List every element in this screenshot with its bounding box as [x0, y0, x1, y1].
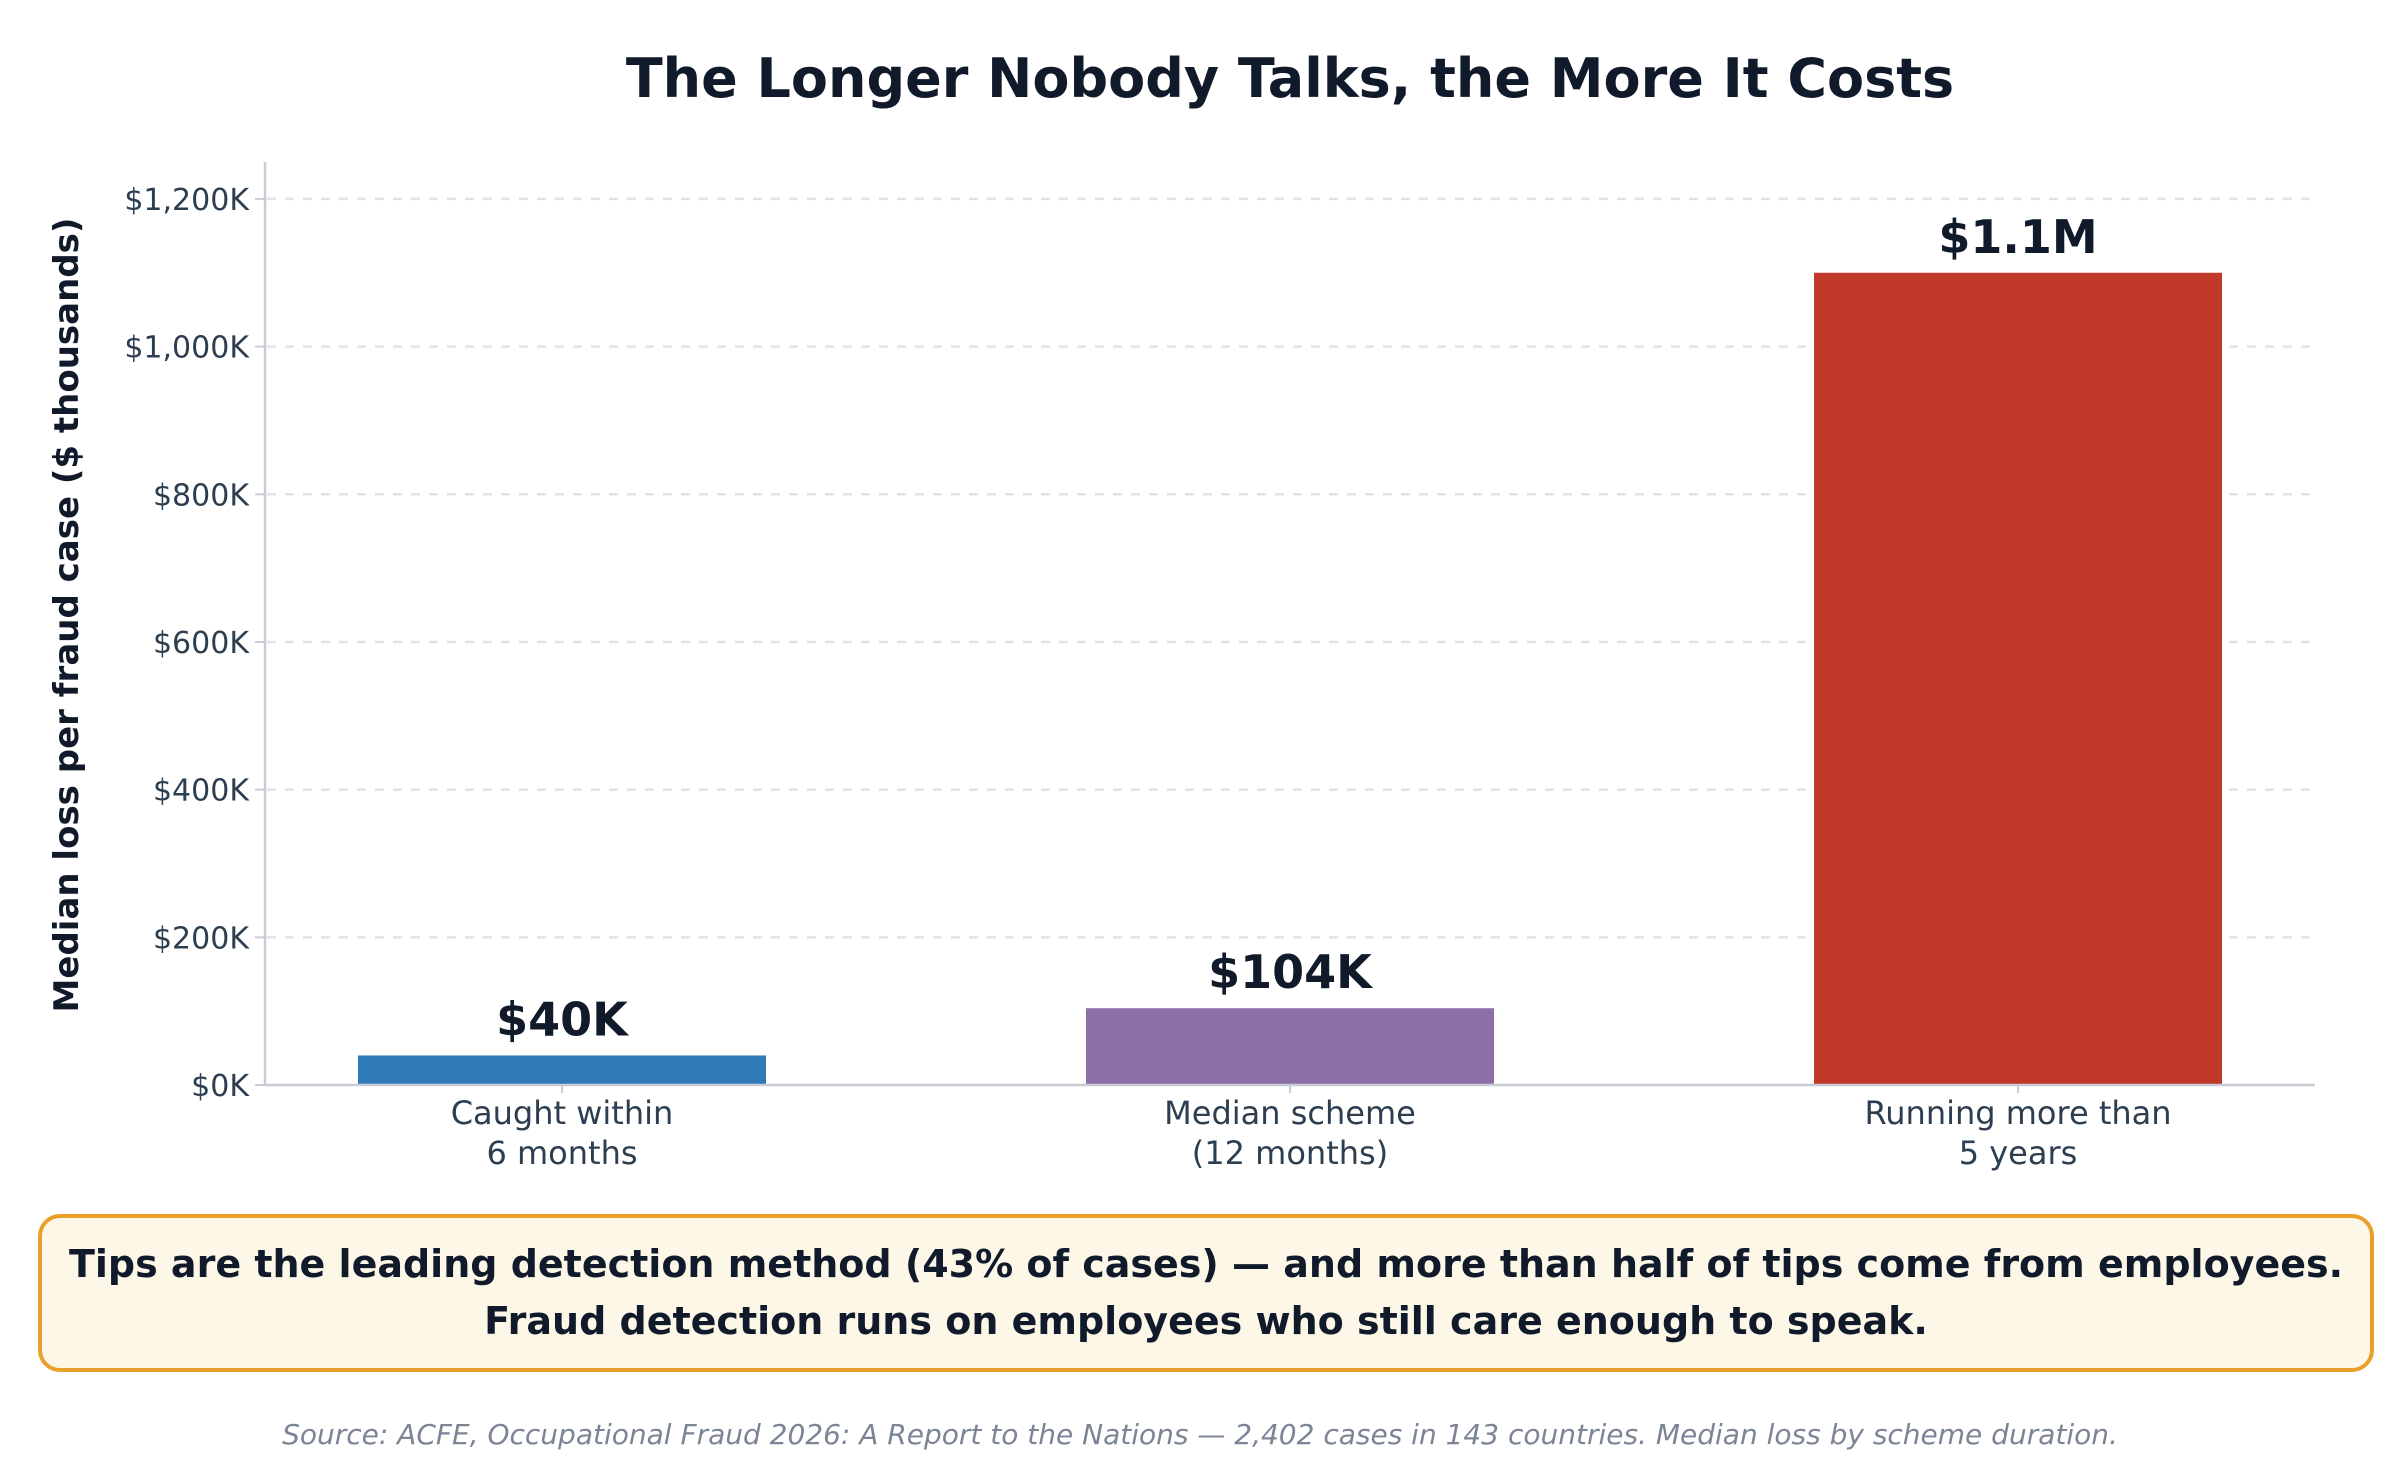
callout-line-2: Fraud detection runs on employees who st… [484, 1299, 1928, 1343]
bar-value-label: $40K [496, 992, 630, 1046]
y-tick-label: $1,000K [124, 331, 250, 366]
x-tick-label: Caught within [451, 1094, 674, 1132]
bar-value-label: $1.1M [1938, 210, 2097, 264]
y-tick-label: $400K [153, 774, 250, 809]
y-tick-label: $800K [153, 478, 250, 513]
bar [1086, 1008, 1494, 1085]
x-tick-label: 6 months [486, 1134, 637, 1172]
y-tick-label: $1,200K [124, 183, 250, 218]
bar [358, 1055, 766, 1085]
value-labels: $40K $104K $1.1M [496, 210, 2097, 1047]
y-tick-label: $200K [153, 921, 250, 956]
chart-title: The Longer Nobody Talks, the More It Cos… [626, 47, 1954, 110]
chart: The Longer Nobody Talks, the More It Cos… [47, 47, 2315, 1172]
x-tick-label: (12 months) [1192, 1134, 1388, 1172]
source-note: Source: ACFE, Occupational Fraud 2026: A… [282, 1418, 2118, 1451]
bars [358, 272, 2222, 1085]
x-tick-label: Running more than [1864, 1094, 2171, 1132]
bar-value-label: $104K [1208, 945, 1374, 999]
x-tick-label: Median scheme [1164, 1094, 1416, 1132]
callout-line-1: Tips are the leading detection method (4… [68, 1242, 2344, 1286]
y-tick-label: $0K [191, 1069, 250, 1104]
y-axis-label: Median loss per fraud case ($ thousands) [47, 218, 87, 1013]
y-tick-label: $600K [153, 626, 250, 661]
takeaway-callout: Tips are the leading detection method (4… [38, 1214, 2374, 1372]
y-ticks: $0K $200K $400K $600K $800K $1,000K $1,200K [124, 183, 265, 1104]
bar [1814, 272, 2222, 1085]
x-tick-label: 5 years [1959, 1134, 2078, 1172]
